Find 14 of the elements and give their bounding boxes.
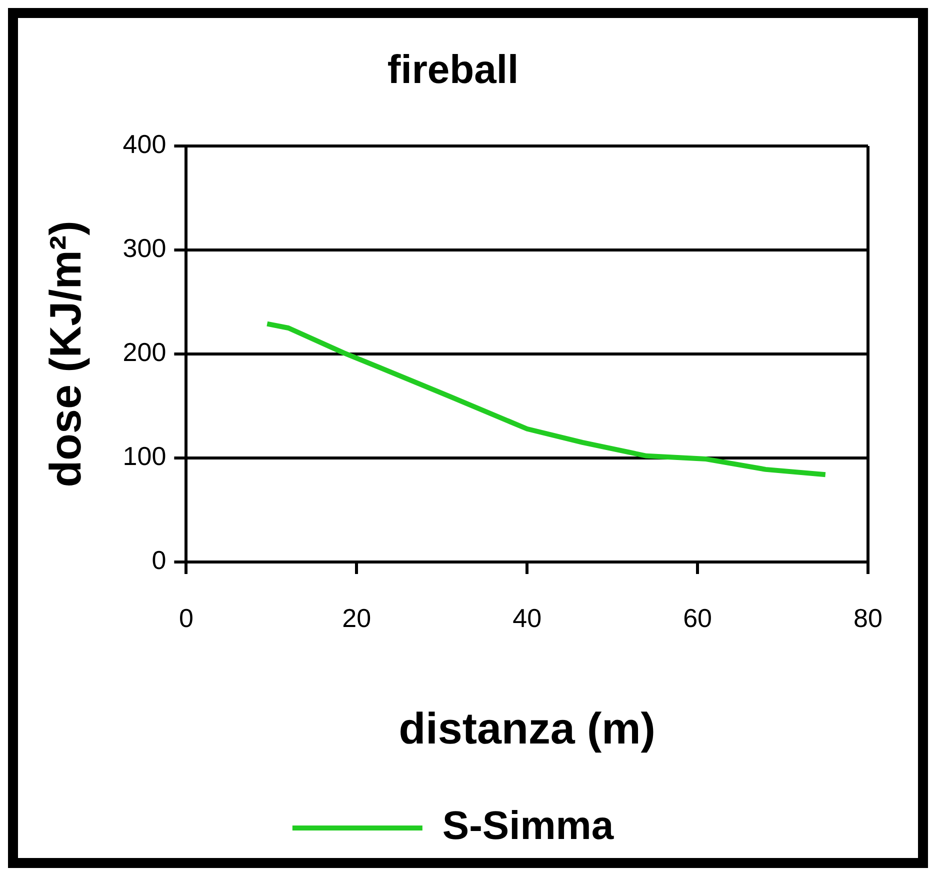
x-tick-label: 60 [683, 602, 712, 633]
legend-label: S-Simma [442, 804, 614, 848]
x-tick-label: 80 [854, 602, 882, 633]
x-tick-label: 0 [178, 602, 194, 633]
chart-title: fireball [387, 48, 519, 92]
x-tick-label: 20 [342, 602, 372, 633]
y-tick-label: 400 [122, 129, 166, 160]
y-axis-title: dose (KJ/m²) [42, 220, 91, 488]
x-tick-label: 40 [512, 602, 542, 633]
y-tick-label: 200 [122, 337, 166, 368]
y-tick-label: 300 [122, 233, 166, 264]
x-axis-title: distanza (m) [398, 704, 656, 754]
y-tick-label: 100 [122, 441, 166, 472]
y-tick-label: 0 [152, 545, 166, 576]
